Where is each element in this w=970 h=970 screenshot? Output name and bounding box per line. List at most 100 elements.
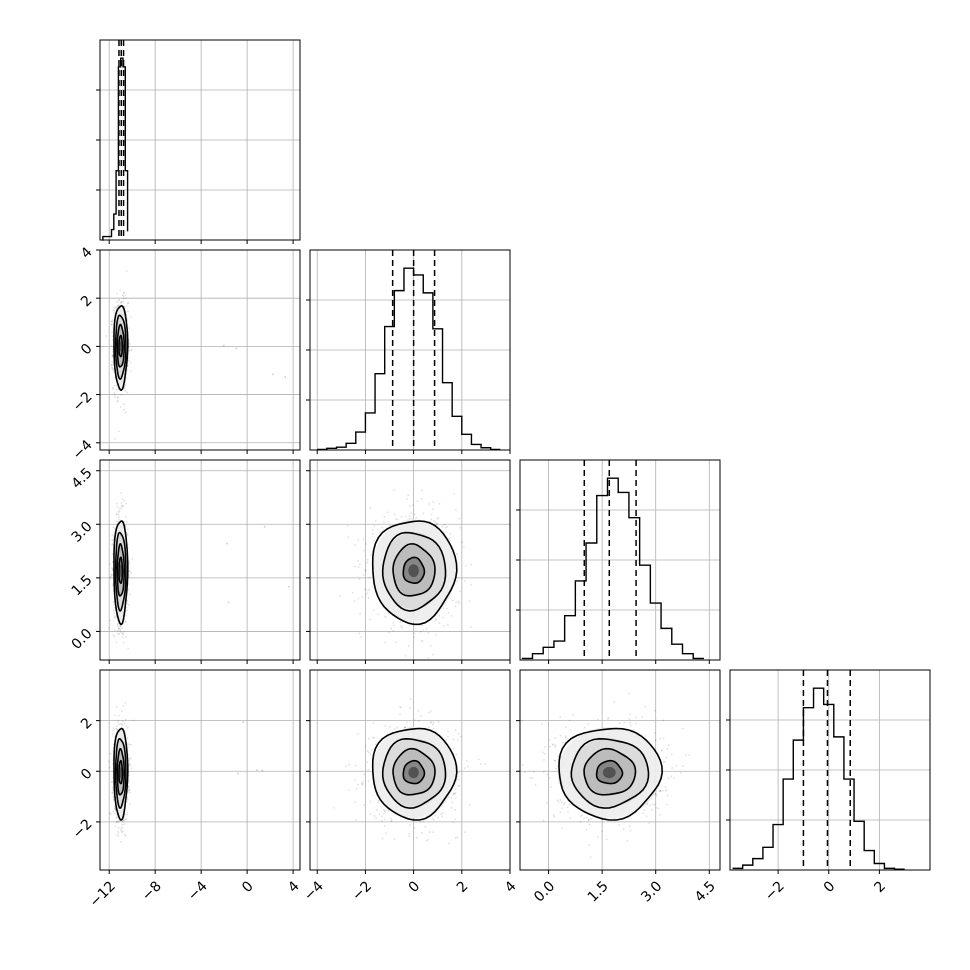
scatter-point (375, 816, 377, 819)
scatter-point (117, 399, 120, 402)
scatter-point (381, 837, 384, 840)
scatter-point (111, 567, 113, 570)
scatter-point (435, 523, 438, 526)
scatter-point (116, 301, 118, 303)
scatter-point (667, 744, 670, 747)
scatter-point (393, 513, 396, 516)
scatter-point (422, 820, 425, 823)
scatter-point (580, 815, 582, 818)
scatter-point (115, 641, 118, 644)
marginal-panel-1 (306, 249, 511, 454)
scatter-point (115, 306, 118, 309)
panel-content (520, 670, 720, 870)
scatter-point (479, 763, 482, 765)
scatter-point (470, 583, 472, 586)
scatter-point (457, 600, 460, 603)
scatter-point (115, 834, 118, 837)
scatter-point (457, 784, 460, 787)
scatter-point (389, 524, 392, 527)
scatter-point (339, 595, 342, 597)
scatter-point (454, 788, 457, 791)
scatter-point (383, 824, 386, 827)
scatter-point (120, 827, 123, 830)
scatter-point (118, 510, 121, 513)
scatter-point (116, 400, 119, 403)
scatter-point (387, 511, 389, 514)
scatter-point (112, 727, 115, 730)
scatter-point (125, 269, 128, 272)
scatter-point (124, 384, 127, 387)
scatter-point (432, 727, 435, 730)
scatter-point (435, 665, 437, 667)
scatter-point (458, 601, 460, 604)
scatter-point (116, 728, 118, 731)
scatter-point (465, 759, 468, 762)
scatter-point (384, 725, 387, 727)
scatter-outlier (235, 347, 238, 350)
scatter-point (110, 363, 113, 366)
scatter-point (457, 778, 460, 781)
scatter-point (126, 302, 129, 305)
scatter-point (129, 361, 132, 364)
scatter-point (119, 629, 122, 632)
scatter-point (368, 576, 371, 579)
scatter-point (358, 578, 361, 581)
scatter-point (435, 634, 438, 636)
scatter-point (127, 310, 129, 313)
scatter-point (116, 505, 119, 508)
scatter-point (566, 806, 569, 809)
scatter-point (430, 721, 433, 724)
scatter-point (464, 564, 467, 567)
scatter-point (123, 292, 125, 295)
scatter-point (368, 738, 370, 740)
scatter-point (126, 726, 129, 729)
scatter-point (128, 327, 131, 330)
density-contour (402, 759, 426, 785)
scatter-point (365, 593, 368, 596)
scatter-point (437, 816, 439, 819)
scatter-point (355, 818, 358, 821)
scatter-point (429, 721, 432, 724)
scatter-point (372, 736, 374, 739)
scatter-point (111, 366, 114, 369)
scatter-point (362, 538, 365, 540)
scatter-point (456, 836, 459, 839)
scatter-point (417, 709, 420, 712)
scatter-point (127, 788, 130, 791)
scatter-point (114, 617, 117, 619)
scatter-point (125, 606, 128, 609)
scatter-point (113, 371, 115, 374)
scatter-point (431, 653, 434, 656)
density-contour (402, 556, 426, 585)
scatter-point (413, 513, 416, 516)
scatter-point (116, 625, 119, 628)
scatter-point (115, 727, 117, 730)
scatter-point (128, 788, 131, 791)
scatter-point (357, 559, 359, 562)
scatter-point (124, 390, 127, 392)
scatter-point (393, 624, 395, 627)
scatter-point (452, 493, 455, 496)
scatter-point (127, 331, 130, 334)
histogram-step (317, 267, 501, 451)
scatter-point (383, 521, 385, 523)
scatter-point (426, 838, 429, 841)
scatter-point (457, 775, 459, 778)
scatter-point (453, 792, 456, 795)
pair-panel-0-2 (96, 459, 301, 664)
scatter-point (124, 701, 127, 704)
scatter-point (468, 600, 471, 603)
scatter-point (445, 607, 448, 610)
scatter-point (666, 747, 668, 750)
scatter-point (112, 367, 115, 370)
scatter-point (122, 294, 124, 297)
scatter-point (415, 516, 417, 519)
scatter-point (124, 294, 127, 296)
scatter-point (111, 361, 114, 363)
scatter-point (437, 516, 440, 519)
scatter-point (116, 292, 118, 295)
scatter-point (123, 408, 125, 411)
scatter-point (434, 521, 437, 524)
scatter-point (442, 616, 444, 619)
scatter-point (627, 692, 630, 695)
